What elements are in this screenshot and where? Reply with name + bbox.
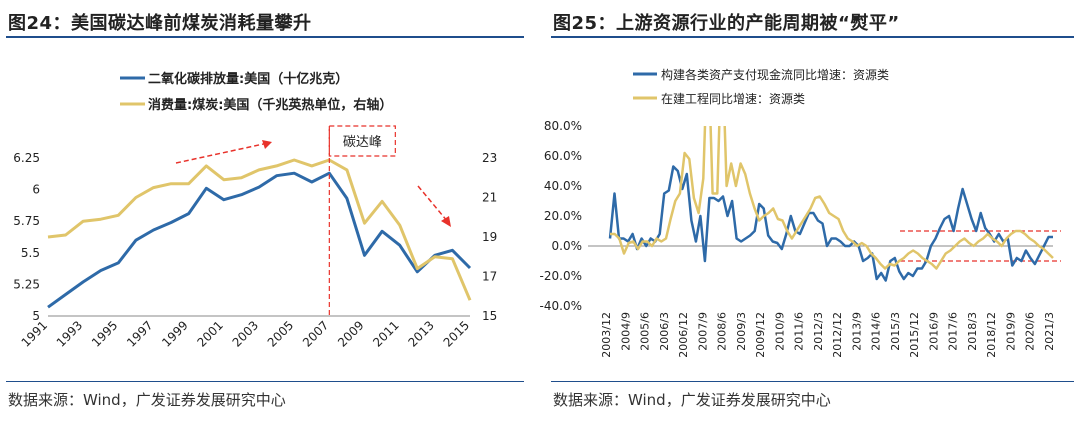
x-tick-label: 2011 (370, 318, 401, 349)
y-right-tick-label: 17 (482, 270, 497, 284)
right-source: 数据来源：Wind，广发证券发展研究中心 (553, 391, 831, 409)
x-tick-label: 2004/9 (619, 312, 632, 351)
legend-label-1: 在建工程同比增速：资源类 (661, 91, 805, 106)
right-title-rule (551, 36, 1074, 38)
left-series (47, 158, 472, 309)
x-tick-label: 1993 (54, 318, 85, 349)
y-left-tick-label: 5 (32, 309, 40, 323)
y-left-tick-label: 5.75 (13, 214, 40, 228)
left-footer-rule (6, 381, 524, 382)
y-right-tick-label: 21 (482, 191, 497, 205)
x-tick-label: 2017/6 (947, 312, 960, 351)
y-right-tick-label: 23 (482, 151, 497, 165)
x-tick-label: 2003/12 (600, 312, 613, 358)
co2-emission-line (47, 171, 472, 309)
y-left-tick-label: 5.5 (21, 246, 40, 260)
x-tick-label: 2009/3 (735, 312, 748, 351)
x-tick-label: 2016/9 (927, 312, 940, 351)
x-tick-label: 1991 (19, 318, 50, 349)
x-tick-label: 2015/12 (908, 312, 921, 358)
left-chart: 二氧化碳排放量:美国（十亿兆克） 消费量:煤炭:美国（千兆英热单位，右轴） 5 5.… (13, 71, 497, 350)
x-tick-label: 2006/12 (677, 312, 690, 358)
coal-consumption-line (47, 158, 472, 301)
x-tick-label: 2021/3 (1043, 312, 1056, 351)
peak-label-box (328, 125, 396, 157)
left-source: 数据来源：Wind，广发证券发展研究中心 (8, 391, 286, 409)
x-tick-label: 2018/12 (985, 312, 998, 358)
y-left-tick-label: 6 (32, 183, 40, 197)
x-tick-label: 1999 (159, 318, 190, 349)
left-figure-title: 图24：美国碳达峰前煤炭消耗量攀升 (8, 13, 312, 34)
falling-trend-arrowhead (441, 216, 451, 227)
y-right-tick-label: 15 (482, 309, 497, 323)
x-tick-label: 2013 (405, 318, 436, 349)
left-title-rule (6, 36, 524, 38)
legend-label-0: 二氧化碳排放量:美国（十亿兆克） (148, 71, 348, 87)
x-tick-label: 2015/3 (889, 312, 902, 351)
x-tick-label: 2013/9 (850, 312, 863, 351)
x-tick-label: 2012/3 (812, 312, 825, 351)
x-tick-label: 2020/6 (1024, 312, 1037, 351)
falling-trend-arrow (417, 185, 449, 223)
legend-label-0: 构建各类资产支付现金流同比增速：资源类 (661, 67, 889, 82)
x-tick-label: 2001 (194, 318, 225, 349)
y-tick-label: 40.0% (544, 179, 582, 193)
x-tick-label: 2015 (441, 318, 472, 349)
x-tick-label: 2007/9 (696, 312, 709, 351)
x-tick-label: 2019/9 (1004, 312, 1017, 351)
rising-trend-arrow (175, 142, 269, 164)
x-tick-label: 1997 (124, 318, 155, 349)
right-series (608, 126, 1054, 282)
y-tick-label: -40.0% (540, 299, 582, 313)
x-tick-label: 2014/6 (870, 312, 883, 351)
right-footer-rule (551, 381, 1074, 382)
x-tick-label: 2011/6 (793, 312, 806, 351)
y-tick-label: 80.0% (544, 119, 582, 133)
y-left-tick-label: 5.25 (13, 277, 40, 291)
rising-trend-arrowhead (262, 140, 272, 149)
legend-label-1: 消费量:煤炭:美国（千兆英热单位，右轴） (148, 97, 392, 113)
x-tick-label: 2018/3 (966, 312, 979, 351)
x-tick-label: 2010/9 (773, 312, 786, 351)
left-annotations: 碳达峰 (175, 125, 451, 316)
x-tick-label: 2007 (300, 318, 331, 349)
x-tick-label: 2005 (265, 318, 296, 349)
y-right-tick-label: 19 (482, 230, 497, 244)
x-tick-label: 1995 (89, 318, 120, 349)
x-tick-label: 2005/6 (639, 312, 652, 351)
asset-cashflow-growth-line (608, 165, 1053, 282)
x-tick-label: 2008/6 (716, 312, 729, 351)
y-tick-label: 20.0% (544, 209, 582, 223)
x-tick-label: 2009/12 (754, 312, 767, 358)
x-tick-label: 2006/3 (658, 312, 671, 351)
peak-label: 碳达峰 (343, 135, 382, 150)
y-tick-label: -20.0% (540, 269, 582, 283)
x-tick-label: 2003 (230, 318, 261, 349)
right-figure: 图25：上游资源行业的产能周期被“熨平” 构建各类资产支付现金流同比增速：资源类… (540, 0, 1080, 422)
y-tick-label: 0.0% (552, 239, 583, 253)
x-tick-label: 2012/12 (831, 312, 844, 358)
construction-growth-line (610, 126, 1054, 270)
right-figure-title: 图25：上游资源行业的产能周期被“熨平” (553, 13, 900, 34)
left-legend: 二氧化碳排放量:美国（十亿兆克） 消费量:煤炭:美国（千兆英热单位，右轴） (120, 71, 392, 113)
x-tick-label: 2009 (335, 318, 366, 349)
y-tick-label: 60.0% (544, 149, 582, 163)
left-figure: 图24：美国碳达峰前煤炭消耗量攀升 二氧化碳排放量:美国（十亿兆克） 消费量:煤炭… (0, 0, 530, 422)
y-left-tick-label: 6.25 (13, 151, 40, 165)
right-axes: -40.0% -20.0% 0.0% 20.0% 40.0% 60.0% 80.0% 2003… (540, 119, 1061, 358)
